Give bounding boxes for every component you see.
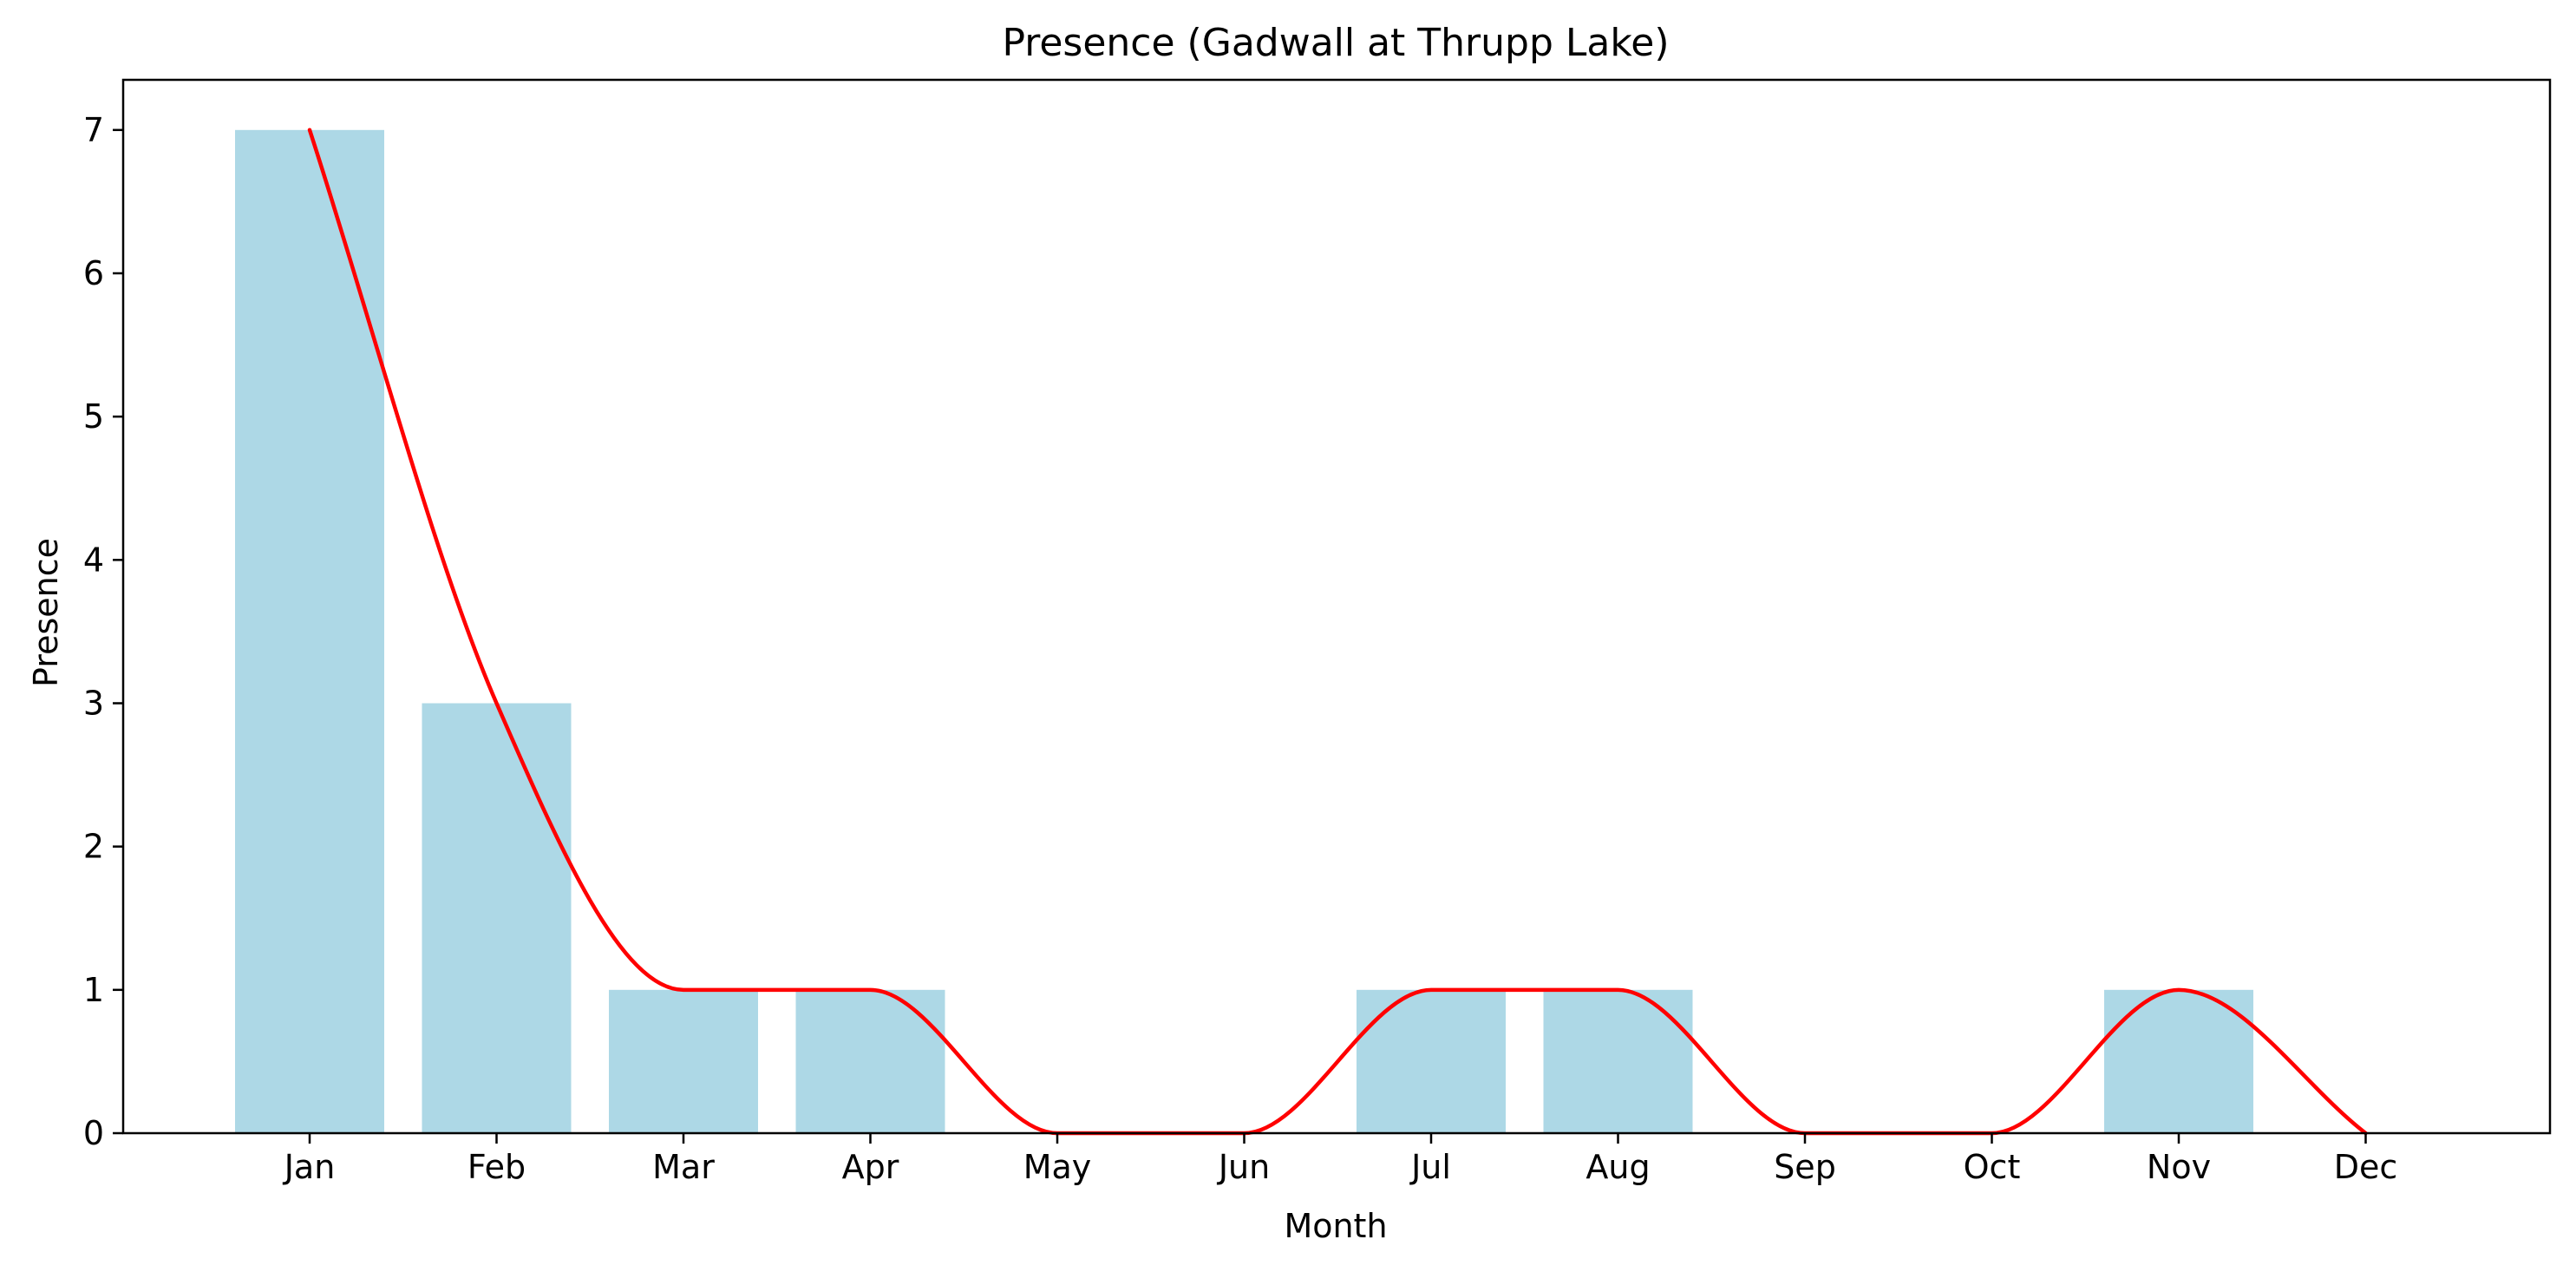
x-tick-label-mar: Mar bbox=[652, 1148, 715, 1186]
x-tick-label-feb: Feb bbox=[467, 1148, 526, 1186]
bar-jul bbox=[1357, 989, 1506, 1133]
x-tick-label-nov: Nov bbox=[2147, 1148, 2211, 1186]
bar-jan bbox=[235, 129, 384, 1133]
bar-mar bbox=[609, 989, 758, 1133]
trend-line-layer bbox=[307, 128, 2368, 1136]
y-tick-label-4: 4 bbox=[83, 541, 104, 579]
x-axis: Jan Feb Mar Apr May Jun Jul Aug Sep Oct Nov Dec bbox=[283, 1133, 2398, 1186]
x-tick-label-apr: Apr bbox=[842, 1148, 899, 1186]
y-axis: 0 1 2 3 4 5 6 7 bbox=[83, 111, 123, 1152]
x-tick-label-aug: Aug bbox=[1585, 1148, 1650, 1186]
x-axis-label: Month bbox=[1284, 1207, 1387, 1245]
x-tick-label-jun: Jun bbox=[1217, 1148, 1270, 1186]
y-tick-label-3: 3 bbox=[83, 684, 104, 722]
x-tick-label-jan: Jan bbox=[283, 1148, 336, 1186]
bar-apr bbox=[795, 989, 945, 1133]
trend-line bbox=[307, 128, 2368, 1136]
y-tick-label-0: 0 bbox=[83, 1114, 104, 1152]
y-tick-label-6: 6 bbox=[83, 254, 104, 292]
x-tick-label-jul: Jul bbox=[1409, 1148, 1451, 1186]
y-axis-label: Presence bbox=[27, 538, 65, 687]
bars-layer bbox=[235, 129, 2253, 1133]
x-tick-label-dec: Dec bbox=[2334, 1148, 2398, 1186]
plot-frame bbox=[121, 78, 2552, 1135]
y-tick-label-1: 1 bbox=[83, 971, 104, 1009]
bar-feb bbox=[422, 703, 572, 1133]
y-tick-label-7: 7 bbox=[83, 111, 104, 149]
x-tick-label-may: May bbox=[1023, 1148, 1092, 1186]
y-tick-label-5: 5 bbox=[83, 397, 104, 436]
x-tick-label-oct: Oct bbox=[1964, 1148, 2021, 1186]
x-tick-label-sep: Sep bbox=[1774, 1148, 1836, 1186]
y-tick-label-2: 2 bbox=[83, 828, 104, 866]
chart-title: Presence (Gadwall at Thrupp Lake) bbox=[1002, 21, 1669, 65]
bar-aug bbox=[1543, 989, 1693, 1133]
